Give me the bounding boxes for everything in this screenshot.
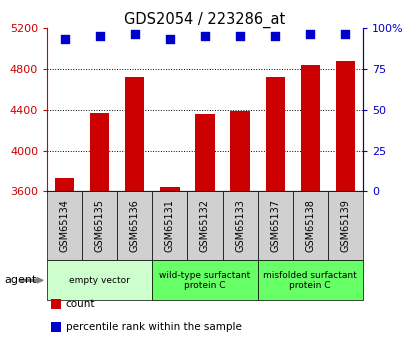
Text: empty vector: empty vector [69,276,130,285]
Text: GSM65133: GSM65133 [234,199,245,253]
Point [131,31,138,37]
Text: GSM65135: GSM65135 [94,199,105,253]
Bar [265,77,284,191]
Point [236,33,243,39]
Text: GSM65136: GSM65136 [130,199,139,253]
Bar [160,187,179,191]
Text: misfolded surfactant
protein C: misfolded surfactant protein C [263,270,356,290]
Point [61,36,68,42]
Bar [55,178,74,191]
Point [271,33,278,39]
Bar [125,77,144,191]
Point [201,33,208,39]
Text: GSM65134: GSM65134 [60,199,70,253]
Text: GSM65137: GSM65137 [270,199,279,253]
Bar [90,112,109,191]
Bar [195,114,214,191]
Text: GSM65138: GSM65138 [304,199,315,253]
Bar [230,111,249,191]
Text: GSM65131: GSM65131 [164,199,175,253]
Bar [335,61,354,191]
Point [166,36,173,42]
Title: GDS2054 / 223286_at: GDS2054 / 223286_at [124,11,285,28]
Point [96,33,103,39]
Text: GSM65132: GSM65132 [200,199,209,253]
Point [341,31,348,37]
Text: wild-type surfactant
protein C: wild-type surfactant protein C [159,270,250,290]
Text: GSM65139: GSM65139 [339,199,349,253]
Text: agent: agent [4,275,36,285]
Text: count: count [65,299,95,309]
Point [306,31,313,37]
Text: percentile rank within the sample: percentile rank within the sample [65,322,241,332]
Bar [300,66,319,191]
